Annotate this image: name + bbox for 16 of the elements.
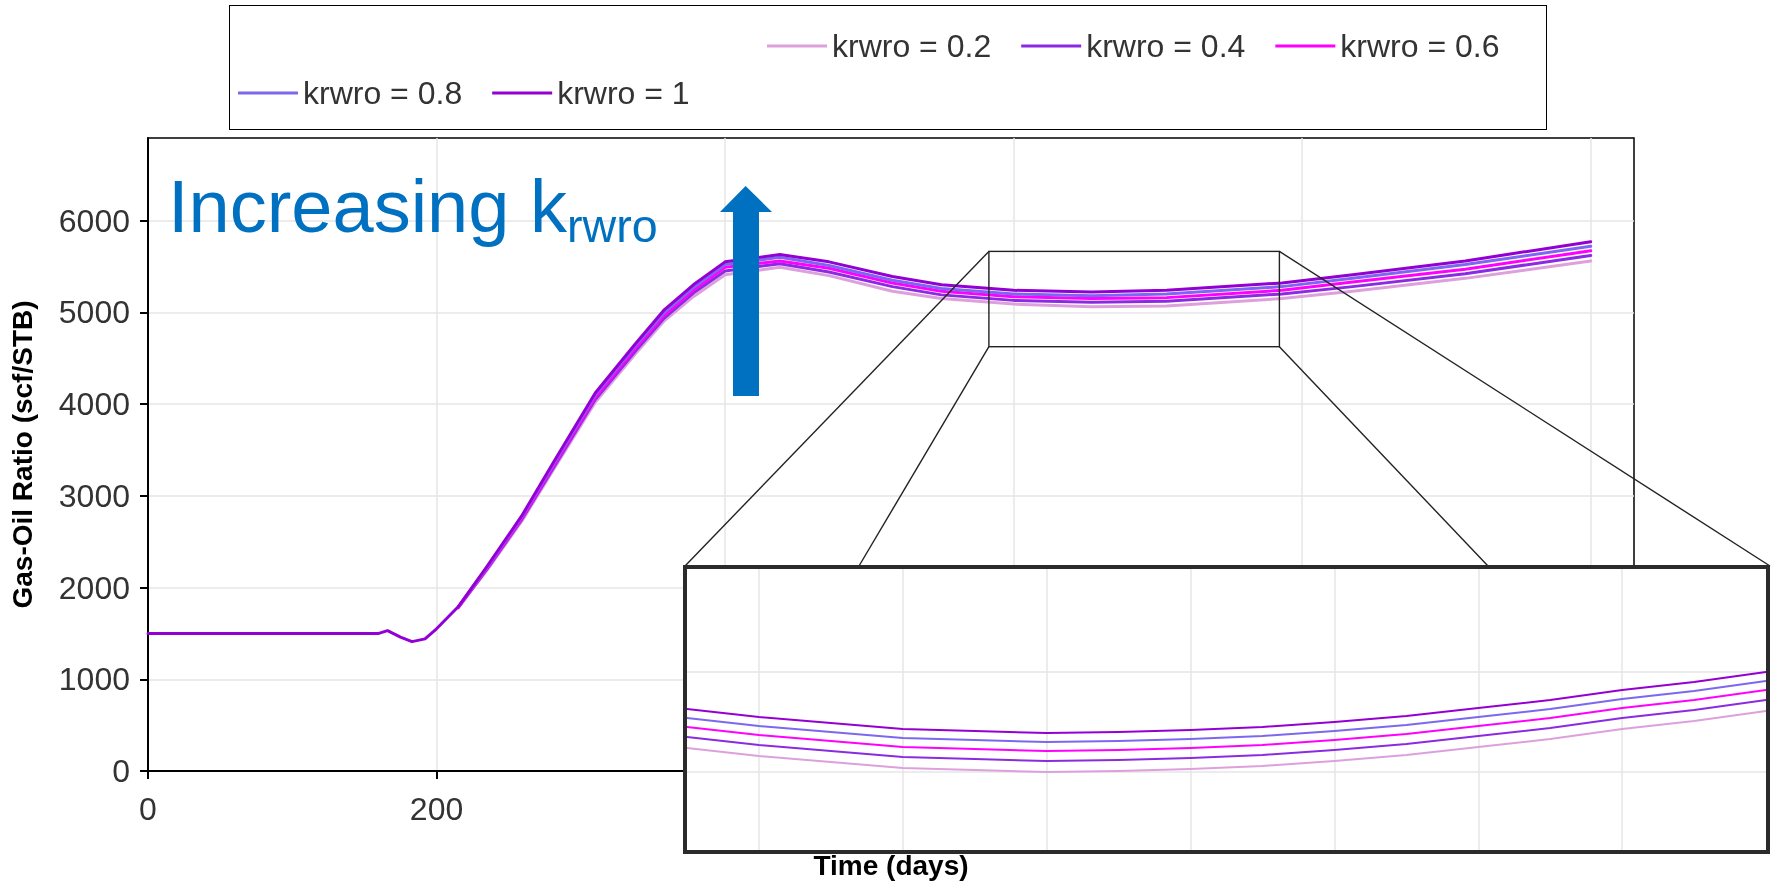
y-tick-label: 1000 bbox=[58, 661, 130, 698]
y-tick-label: 6000 bbox=[58, 202, 130, 239]
legend-label: krwro = 0.6 bbox=[1340, 28, 1500, 64]
legend-label: krwro = 1 bbox=[557, 75, 690, 111]
y-axis-title: Gas-Oil Ratio (scf/STB) bbox=[6, 300, 38, 609]
annotation: Increasing k$_{rwro}$ bbox=[168, 165, 658, 253]
y-tick-label: 3000 bbox=[58, 477, 130, 514]
y-tick-label: 0 bbox=[112, 753, 130, 789]
y-tick-label: 5000 bbox=[58, 294, 130, 331]
legend-label: krwro = 0.8 bbox=[303, 75, 463, 111]
x-axis-title: Time (days) bbox=[813, 849, 969, 881]
legend-label: krwro = 0.2 bbox=[832, 28, 992, 64]
x-tick-label: 200 bbox=[409, 791, 464, 827]
y-tick-label: 2000 bbox=[58, 569, 130, 606]
legend-label: krwro = 0.4 bbox=[1086, 28, 1246, 64]
y-tick-label: 4000 bbox=[58, 386, 130, 423]
